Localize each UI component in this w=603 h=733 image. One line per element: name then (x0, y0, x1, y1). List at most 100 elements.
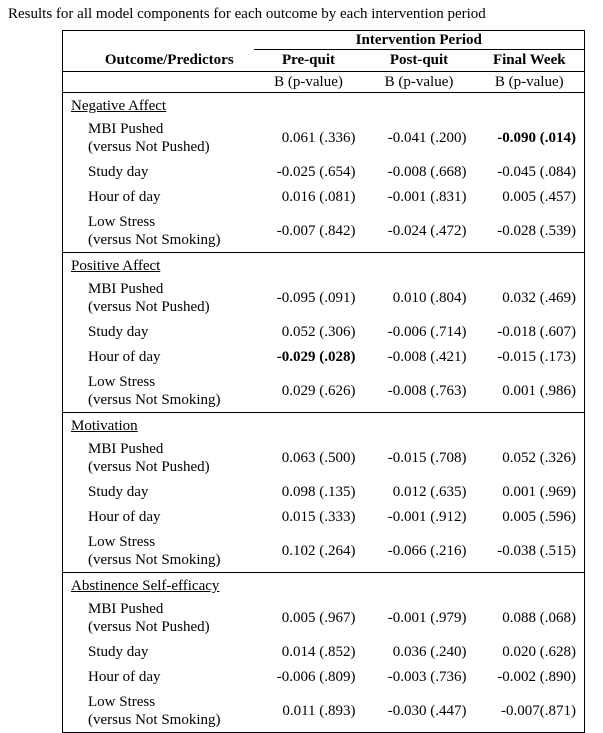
coefficient-value: 0.015 (.333) (281, 508, 356, 525)
predictor-line: Low Stress (88, 533, 156, 550)
predictor-row: MBI Pushed (versus Not Pushed) 0.005 (.967… (63, 596, 585, 639)
predictor-label: Low Stress (versus Not Smoking) (62, 689, 254, 733)
predictor-line: Hour of day (88, 508, 161, 525)
coefficient-value: 0.005 (.596) (502, 508, 577, 525)
coefficient-value: -0.008 (.763) (363, 369, 475, 413)
coefficient-value: -0.045 (.084) (497, 163, 577, 180)
predictor-line: Study day (88, 163, 149, 180)
coefficient-value: 0.102 (.264) (253, 529, 364, 573)
coefficient-value: -0.006 (.809) (276, 668, 356, 685)
outcome-section-row: Positive Affect (63, 253, 585, 277)
coefficient-value: -0.001 (.979) (387, 609, 467, 626)
coefficient-value: -0.008 (.421) (387, 348, 467, 365)
coefficient-value: 0.061 (.336) (281, 129, 356, 146)
coefficient-value: -0.015 (.173) (497, 348, 577, 365)
predictor-line: (versus Not Smoking) (88, 551, 221, 568)
predictor-label: Hour of day (63, 504, 254, 529)
coefficient-value: -0.025 (.654) (276, 163, 356, 180)
predictor-row: Study day 0.014 (.852) 0.036 (.240) 0.020 (… (63, 639, 585, 664)
coefficient-value: -0.024 (.472) (363, 209, 475, 253)
coefficient-value: 0.029 (.626) (253, 369, 364, 413)
predictor-label: Study day (63, 319, 254, 344)
predictor-line: Hour of day (88, 668, 161, 685)
intervention-period-header: Intervention Period (253, 30, 585, 50)
predictor-line: Low Stress (88, 373, 156, 390)
outcome-heading: Positive Affect (71, 258, 161, 274)
predictor-row: MBI Pushed (versus Not Pushed) 0.061 (.336… (63, 116, 585, 159)
coefficient-value: 0.063 (.500) (281, 449, 356, 466)
predictor-row: Study day 0.052 (.306) -0.006 (.714) -0.018… (63, 319, 585, 344)
predictor-line: (versus Not Pushed) (88, 138, 210, 155)
predictor-label: MBI Pushed (versus Not Pushed) (63, 276, 254, 319)
predictor-row: Hour of day -0.029 (.028) -0.008 (.421) -0.… (63, 344, 585, 369)
period-header-pre-quit: Pre-quit (253, 49, 364, 72)
predictor-line: (versus Not Smoking) (88, 711, 221, 728)
predictor-row: MBI Pushed (versus Not Pushed) 0.063 (.500… (63, 436, 585, 479)
coefficient-value: -0.038 (.515) (474, 529, 585, 573)
predictor-line: MBI Pushed (88, 600, 164, 617)
coefficient-value: -0.006 (.714) (387, 323, 467, 340)
predictor-line: Study day (88, 643, 149, 660)
coefficient-value: 0.005 (.457) (502, 188, 577, 205)
subheader-row: B (p-value) B (p-value) B (p-value) (62, 71, 585, 93)
outcome-section-cell: Negative Affect (63, 93, 585, 117)
coefficient-value: 0.036 (.240) (392, 643, 467, 660)
outcome-heading: Motivation (71, 418, 138, 434)
predictor-line: Study day (88, 323, 149, 340)
outcome-heading: Abstinence Self-efficacy (71, 578, 220, 594)
predictor-line: MBI Pushed (88, 440, 164, 457)
coefficient-value: 0.032 (.469) (502, 289, 577, 306)
coefficient-value: -0.090 (.014) (497, 129, 577, 146)
predictor-line: Hour of day (88, 348, 161, 365)
page-title: Results for all model components for eac… (8, 6, 486, 22)
coefficient-value: 0.001 (.969) (502, 483, 577, 500)
predictor-line: Study day (88, 483, 149, 500)
coefficient-value: -0.095 (.091) (276, 289, 356, 306)
predictor-label: MBI Pushed (versus Not Pushed) (63, 596, 254, 639)
corner-cell (63, 31, 254, 50)
coefficient-value: 0.098 (.135) (281, 483, 356, 500)
stat-subheader-post-quit: B (p-value) (363, 71, 475, 93)
coefficient-value: -0.030 (.447) (363, 689, 475, 733)
predictor-label: Hour of day (63, 344, 254, 369)
coefficient-value: 0.016 (.081) (281, 188, 356, 205)
period-header-final-week: Final Week (474, 49, 585, 72)
predictor-line: Low Stress (88, 213, 156, 230)
outcome-heading: Negative Affect (71, 98, 167, 114)
coefficient-value: -0.041 (.200) (387, 129, 467, 146)
predictor-line: Low Stress (88, 693, 156, 710)
predictor-row: Hour of day -0.006 (.809) -0.003 (.736) -0.… (63, 664, 585, 689)
stat-subheader-pre-quit: B (p-value) (253, 71, 364, 93)
coefficient-value: -0.028 (.539) (474, 209, 585, 253)
coefficient-value: -0.008 (.668) (387, 163, 467, 180)
predictor-label: Study day (63, 639, 254, 664)
coefficient-value: 0.001 (.986) (474, 369, 585, 413)
predictor-label: Low Stress (versus Not Smoking) (62, 209, 254, 253)
period-header-post-quit: Post-quit (363, 49, 475, 72)
coefficient-value: 0.014 (.852) (281, 643, 356, 660)
predictor-label: Study day (63, 159, 254, 184)
coefficient-value: -0.001 (.912) (387, 508, 467, 525)
predictor-label: Hour of day (63, 664, 254, 689)
coefficient-value: 0.020 (.628) (502, 643, 577, 660)
outcome-section-cell: Positive Affect (63, 253, 585, 277)
predictor-row: Low Stress (versus Not Smoking) -0.007 (.8… (62, 209, 585, 253)
predictor-row: MBI Pushed (versus Not Pushed) -0.095 (.09… (63, 276, 585, 319)
predictor-row: Hour of day 0.015 (.333) -0.001 (.912) 0.00… (63, 504, 585, 529)
predictor-row: Low Stress (versus Not Smoking) 0.029 (.62… (62, 369, 585, 413)
coefficient-value: 0.088 (.068) (502, 609, 577, 626)
coefficient-value: 0.005 (.967) (281, 609, 356, 626)
predictor-line: (versus Not Pushed) (88, 618, 210, 635)
results-table: Intervention Period Outcome/Predictors P… (62, 30, 586, 733)
outcome-predictors-header: Outcome/Predictors (62, 49, 254, 72)
coefficient-value: 0.010 (.804) (392, 289, 467, 306)
results-table-body: Negative Affect MBI Pushed (versus Not Pus… (62, 93, 585, 733)
coefficient-value: -0.066 (.216) (363, 529, 475, 573)
coefficient-value: -0.018 (.607) (497, 323, 577, 340)
predictor-line: MBI Pushed (88, 280, 164, 297)
predictor-line: MBI Pushed (88, 120, 164, 137)
coefficient-value: 0.052 (.306) (281, 323, 356, 340)
predictor-label: Low Stress (versus Not Smoking) (62, 529, 254, 573)
coefficient-value: 0.011 (.893) (253, 689, 364, 733)
coefficient-value: -0.003 (.736) (387, 668, 467, 685)
